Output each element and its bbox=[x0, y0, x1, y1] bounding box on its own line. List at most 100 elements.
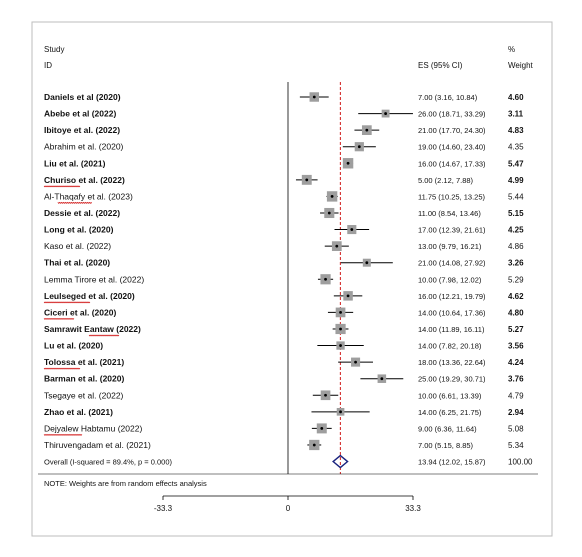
study-row: Samrawit Eantaw (2022) 14.00 (11.89, 16.1… bbox=[44, 323, 524, 337]
study-weight: 4.35 bbox=[508, 143, 524, 152]
study-row: Lu et al. (2020) 14.00 (7.82, 20.18) 3.56 bbox=[44, 341, 524, 351]
point-estimate bbox=[335, 244, 339, 248]
effect-size-ci: 14.00 (7.82, 20.18) bbox=[418, 342, 482, 351]
study-row: Thai et al. (2020) 21.00 (14.08, 27.92) 3.… bbox=[44, 258, 524, 268]
point-estimate bbox=[380, 377, 384, 381]
study-row: Al-Thaqafy et al. (2023) 11.75 (10.25, 13… bbox=[44, 191, 524, 204]
study-weight: 4.86 bbox=[508, 242, 524, 251]
study-name: Zhao et al. (2021) bbox=[44, 407, 113, 417]
study-weight: 4.83 bbox=[508, 126, 524, 135]
effect-size-ci: 16.00 (14.67, 17.33) bbox=[418, 159, 486, 168]
point-estimate bbox=[327, 211, 331, 215]
header-weight: Weight bbox=[508, 61, 534, 70]
study-weight: 5.44 bbox=[508, 192, 524, 201]
study-weight: 4.25 bbox=[508, 226, 524, 235]
study-row: Dejyalew Habtamu (2022) 9.00 (6.36, 11.64… bbox=[43, 423, 524, 436]
point-estimate bbox=[384, 112, 387, 115]
point-estimate bbox=[320, 427, 324, 430]
study-name: Lu et al. (2020) bbox=[44, 341, 103, 351]
effect-size-ci: 11.75 (10.25, 13.25) bbox=[418, 192, 485, 201]
effect-size-ci: 18.00 (13.36, 22.64) bbox=[418, 358, 486, 367]
effect-size-ci: 14.00 (11.89, 16.11) bbox=[418, 325, 485, 334]
study-weight: 3.11 bbox=[508, 110, 524, 119]
header-study: Study bbox=[44, 45, 64, 54]
study-weight: 5.34 bbox=[508, 441, 524, 450]
overall-row: Overall (I-squared = 89.4%, p = 0.000) 13… bbox=[44, 454, 533, 469]
effect-size-ci: 5.00 (2.12, 7.88) bbox=[418, 176, 474, 185]
point-estimate bbox=[312, 443, 316, 447]
study-weight: 4.24 bbox=[508, 358, 524, 367]
x-tick-label: -33.3 bbox=[154, 504, 173, 513]
spellcheck-underline bbox=[43, 317, 75, 320]
effect-size-ci: 11.00 (8.54, 13.46) bbox=[418, 209, 481, 218]
study-row: Ciceri et al. (2020) 14.00 (10.64, 17.36)… bbox=[43, 307, 524, 320]
point-estimate bbox=[305, 178, 309, 182]
effect-size-ci: 14.00 (6.25, 21.75) bbox=[418, 408, 482, 417]
point-estimate bbox=[339, 410, 342, 414]
spellcheck-underline bbox=[57, 201, 93, 204]
study-name: Ciceri et al. (2020) bbox=[44, 307, 116, 317]
overall-label: Overall (I-squared = 89.4%, p = 0.000) bbox=[44, 458, 172, 467]
study-weight: 4.80 bbox=[508, 308, 524, 317]
point-estimate bbox=[312, 95, 316, 99]
header-id: ID bbox=[44, 61, 52, 70]
study-name: Daniels et al (2020) bbox=[44, 92, 121, 102]
study-row: Daniels et al (2020) 7.00 (3.16, 10.84) 4.… bbox=[44, 92, 524, 102]
study-row: Abebe et al (2022) 26.00 (18.71, 33.29) 3.… bbox=[44, 109, 524, 119]
effect-size-ci: 13.00 (9.79, 16.21) bbox=[418, 242, 482, 251]
overall-weight: 100.00 bbox=[508, 458, 533, 467]
x-tick-label: 0 bbox=[286, 504, 291, 513]
plot-frame bbox=[31, 21, 553, 537]
weights-note: NOTE: Weights are from random effects an… bbox=[44, 479, 207, 488]
study-row: Leulseged et al. (2020) 16.00 (12.21, 19.… bbox=[43, 291, 524, 304]
point-estimate bbox=[365, 261, 369, 265]
point-estimate bbox=[346, 161, 350, 165]
study-name: Lemma Tirore et al. (2022) bbox=[44, 274, 144, 284]
study-weight: 3.26 bbox=[508, 259, 524, 268]
study-name: Leulseged et al. (2020) bbox=[44, 291, 135, 301]
point-estimate bbox=[339, 311, 342, 314]
study-weight: 5.08 bbox=[508, 424, 524, 433]
study-name: Liu et al. (2021) bbox=[44, 158, 106, 168]
study-weight: 4.60 bbox=[508, 93, 524, 102]
study-name: Dejyalew Habtamu (2022) bbox=[44, 423, 142, 433]
effect-size-ci: 26.00 (18.71, 33.29) bbox=[418, 110, 486, 119]
study-row: Zhao et al. (2021) 14.00 (6.25, 21.75) 2.9… bbox=[44, 407, 524, 417]
study-name: Thai et al. (2020) bbox=[44, 258, 110, 268]
effect-size-ci: 21.00 (17.70, 24.30) bbox=[418, 126, 486, 135]
study-row: Lemma Tirore et al. (2022) 10.00 (7.98, 1… bbox=[44, 274, 524, 285]
column-headers: Study ID ES (95% CI) % Weight bbox=[44, 45, 534, 70]
study-name: Barman et al. (2020) bbox=[44, 374, 124, 384]
study-name: Tsegaye et al. (2022) bbox=[44, 390, 124, 400]
study-weight: 4.99 bbox=[508, 176, 524, 185]
study-row: Liu et al. (2021) 16.00 (14.67, 17.33) 5.4… bbox=[44, 158, 524, 169]
spellcheck-underline bbox=[88, 334, 120, 337]
point-estimate bbox=[350, 228, 354, 231]
spellcheck-underline bbox=[43, 367, 81, 370]
effect-size-ci: 17.00 (12.39, 21.61) bbox=[418, 226, 486, 235]
point-estimate bbox=[330, 195, 334, 198]
study-name: Dessie et al. (2022) bbox=[44, 208, 120, 218]
study-name: Churiso et al. (2022) bbox=[44, 175, 125, 185]
header-weight-percent: % bbox=[508, 45, 515, 54]
point-estimate bbox=[346, 294, 350, 298]
study-weight: 5.29 bbox=[508, 275, 524, 284]
study-weight: 5.27 bbox=[508, 325, 524, 334]
spellcheck-underline bbox=[43, 433, 83, 436]
study-name: Tolossa et al. (2021) bbox=[44, 357, 124, 367]
study-weight: 4.62 bbox=[508, 292, 524, 301]
overall-effect-size-ci: 13.94 (12.02, 15.87) bbox=[418, 458, 486, 467]
study-row: Ibitoye et al. (2022) 21.00 (17.70, 24.30… bbox=[44, 125, 524, 135]
effect-size-ci: 10.00 (7.98, 12.02) bbox=[418, 275, 482, 284]
effect-size-ci: 7.00 (3.16, 10.84) bbox=[418, 93, 478, 102]
spellcheck-underline bbox=[43, 301, 91, 304]
study-weight: 3.56 bbox=[508, 342, 524, 351]
study-weight: 2.94 bbox=[508, 408, 524, 417]
study-row: Thiruvengadam et al. (2021) 7.00 (5.15, 8… bbox=[44, 439, 524, 451]
study-name: Al-Thaqafy et al. (2023) bbox=[44, 191, 133, 201]
study-row: Barman et al. (2020) 25.00 (19.29, 30.71)… bbox=[44, 374, 524, 384]
study-row: Long et al. (2020) 17.00 (12.39, 21.61) 4.… bbox=[44, 225, 524, 235]
study-name: Abebe et al (2022) bbox=[44, 109, 116, 119]
study-row: Churiso et al. (2022) 5.00 (2.12, 7.88) 4.… bbox=[43, 175, 524, 188]
study-name: Ibitoye et al. (2022) bbox=[44, 125, 120, 135]
